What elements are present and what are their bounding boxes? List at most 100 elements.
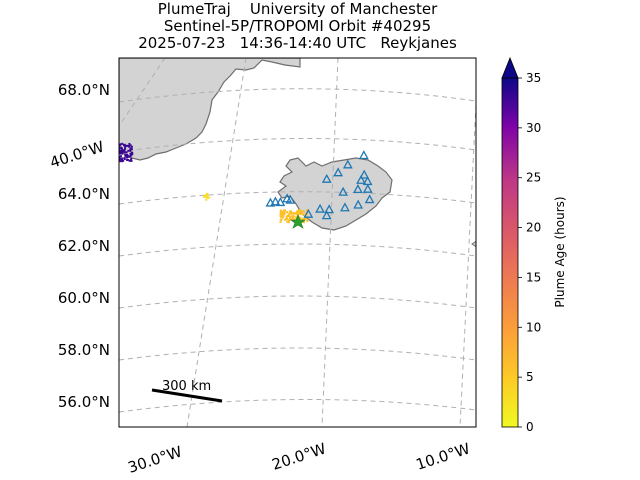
plume-point (119, 160, 122, 163)
plume-point (204, 194, 207, 197)
colorbar-label: Plume Age (hours) (553, 196, 567, 307)
lat-line-68 (119, 88, 476, 103)
plume-point (122, 150, 125, 153)
plume-point (109, 149, 111, 151)
plume-point (299, 217, 302, 220)
lat-line-60 (119, 295, 476, 309)
plume-point (123, 144, 125, 146)
volcano-marker (359, 169, 370, 179)
title-line-3: 2025-07-23 14:36-14:40 UTC Reykjanes (138, 34, 457, 52)
plume-point (299, 209, 302, 212)
plume-point (116, 143, 118, 145)
lat-line-56 (119, 398, 476, 413)
plume-point (127, 149, 130, 152)
plume-point (279, 209, 282, 212)
plume-point (130, 145, 133, 148)
plume-point (483, 208, 485, 210)
plume-point (288, 220, 291, 223)
lat-tick-60: 60.0°N (58, 289, 110, 307)
plume-point (288, 210, 291, 213)
lon-tick-20: 20.0°W (270, 439, 329, 473)
plume-point (129, 148, 132, 151)
plume-point (293, 215, 296, 218)
colorbar-tick-label: 10 (526, 320, 541, 334)
title-line-1: PlumeTraj University of Manchester (157, 0, 438, 18)
plume-point (283, 209, 286, 212)
plume-point (114, 154, 116, 156)
volcano-marker (358, 150, 369, 160)
volcano-marker (362, 183, 373, 193)
plume-point (482, 208, 484, 210)
greenland-landmass (119, 58, 301, 161)
lon-tick-10: 10.0°W (414, 439, 473, 473)
plume-point (120, 150, 122, 153)
title-line-2: Sentinel-5P/TROPOMI Orbit #40295 (163, 17, 432, 35)
plume-point (115, 149, 117, 151)
plume-point (301, 213, 304, 216)
plume-point (111, 146, 113, 148)
plume-point (109, 145, 111, 147)
plume-point (125, 153, 128, 156)
plume-point (111, 150, 113, 152)
plume-point (119, 149, 121, 152)
plume-point (109, 150, 111, 152)
plume-point (116, 149, 118, 151)
lon-line-10 (459, 103, 476, 427)
plume-point (110, 158, 112, 160)
plume-point (306, 209, 308, 212)
plume-point (120, 147, 123, 150)
plume-point (125, 155, 127, 157)
colorbar: 0 5 10 15 20 25 30 35 Plume Age (hours) (501, 56, 567, 434)
volcano-marker (340, 202, 350, 212)
plume-point (127, 155, 130, 158)
colorbar-gradient (501, 77, 519, 428)
lon-tick-30: 30.0°W (126, 442, 185, 476)
plume-point (483, 207, 485, 209)
plume-point (281, 210, 284, 213)
volcano-marker (303, 208, 314, 218)
plume-point (296, 212, 299, 215)
plume-point (280, 216, 283, 218)
plume-point (110, 149, 112, 151)
plume-point (114, 158, 116, 160)
plume-point (298, 212, 301, 215)
plume-point (302, 210, 305, 213)
volcano-layer (265, 150, 375, 220)
plume-point (129, 149, 132, 152)
volcano-marker (338, 186, 349, 196)
plume-point (110, 144, 112, 146)
plume-point (116, 149, 118, 151)
plume-point (113, 150, 115, 152)
plume-point (112, 154, 114, 156)
plume-point (208, 196, 211, 199)
plume-point (115, 151, 117, 153)
plume-point (300, 211, 303, 214)
plume-point (128, 142, 131, 145)
plume-point (292, 214, 295, 217)
colorbar-tick-label: 0 (526, 420, 534, 434)
colorbar-extend-arrow (501, 56, 519, 79)
plume-point (124, 147, 127, 150)
plume-point (282, 215, 284, 218)
scale-bar (151, 388, 223, 403)
plume-point (291, 217, 294, 220)
plume-point (129, 147, 132, 150)
volcano-marker (362, 176, 373, 186)
plume-point (288, 215, 291, 218)
lat-tick-64: 64.0°N (58, 185, 110, 203)
plume-point (295, 212, 298, 215)
plume-point (283, 213, 285, 216)
plume-point (123, 157, 126, 160)
plume-point (292, 212, 295, 215)
plume-point (110, 159, 112, 161)
plume-point (131, 151, 133, 154)
plume-point (112, 156, 114, 158)
plume-point (120, 151, 123, 154)
plume-point (283, 211, 286, 214)
plume-point (114, 149, 116, 151)
map-area: 300 km (109, 58, 485, 427)
volcano-marker (353, 199, 364, 209)
faroe-landmass (471, 240, 476, 248)
volcano-marker (321, 173, 332, 183)
plume-point (112, 160, 114, 162)
